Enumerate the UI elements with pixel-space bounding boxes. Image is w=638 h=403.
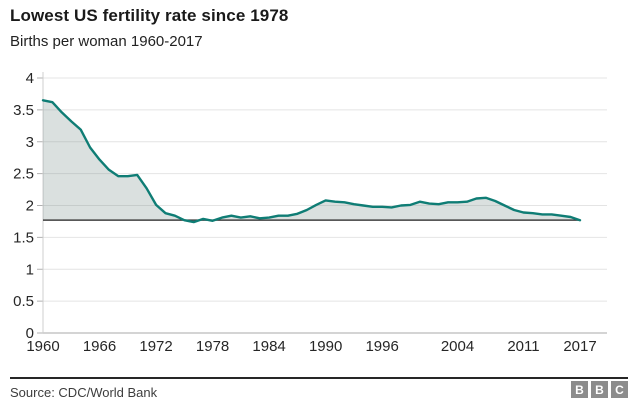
x-tick-label: 1972 — [139, 338, 172, 355]
chart-title: Lowest US fertility rate since 1978 — [10, 6, 289, 25]
bbc-logo-letter: B — [591, 381, 608, 398]
source-text: Source: CDC/World Bank — [10, 385, 158, 400]
x-tick-label: 1984 — [252, 338, 285, 355]
y-tick-label: 3 — [26, 134, 34, 151]
x-tick-label: 1960 — [26, 338, 59, 355]
y-tick-label: 1 — [26, 261, 34, 278]
x-tick-label: 2017 — [563, 338, 596, 355]
bbc-logo: B B C — [571, 381, 628, 398]
y-tick-label: 0.5 — [13, 293, 34, 310]
x-tick-label: 1966 — [83, 338, 116, 355]
y-tick-label: 2.5 — [13, 166, 34, 183]
fertility-area-chart: 0 0.5 1 1.5 2 2.5 3 3.5 4 1960 1966 1972 1978 1984 199… — [13, 70, 607, 355]
x-tick-label: 1978 — [196, 338, 229, 355]
x-tick-label: 2011 — [507, 338, 539, 355]
y-tick-label: 1.5 — [13, 229, 34, 246]
x-tick-label: 2004 — [441, 338, 474, 355]
bbc-logo-letter: B — [571, 381, 588, 398]
x-tick-label: 1990 — [309, 338, 342, 355]
fertility-rate-line — [41, 99, 582, 224]
bbc-logo-letter: C — [611, 381, 628, 398]
y-tick-label: 4 — [26, 70, 34, 87]
footer-divider — [10, 377, 628, 379]
chart-subtitle: Births per woman 1960-2017 — [10, 33, 203, 50]
area-fill — [43, 100, 580, 223]
y-tick-label: 3.5 — [13, 102, 34, 119]
y-tick-label: 0 — [26, 325, 34, 342]
y-tick-label: 2 — [26, 198, 34, 215]
x-tick-label: 1996 — [365, 338, 398, 355]
